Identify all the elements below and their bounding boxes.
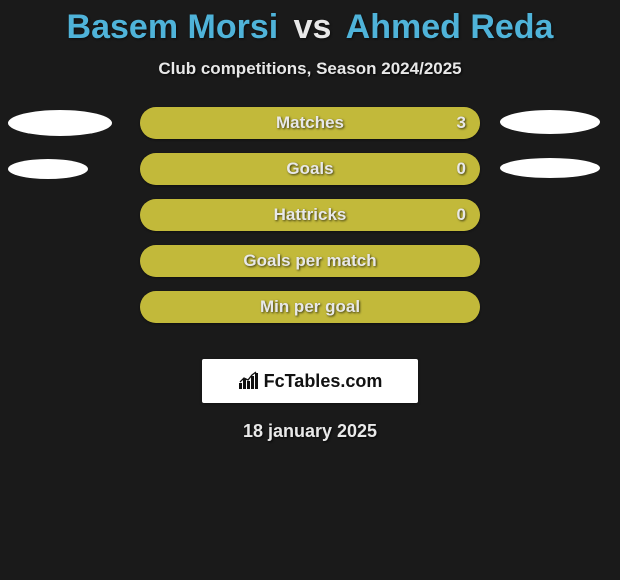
stat-bar: Matches3 <box>140 107 480 139</box>
stat-bar-label: Matches <box>140 113 480 133</box>
stat-bar: Goals per match <box>140 245 480 277</box>
stat-bar-label: Min per goal <box>140 297 480 317</box>
chart-icon <box>238 371 260 391</box>
stat-bar-label: Goals per match <box>140 251 480 271</box>
stat-bar-value: 0 <box>457 159 466 179</box>
right-ellipse <box>500 158 600 178</box>
stat-bar-label: Hattricks <box>140 205 480 225</box>
stat-row: Goals per match <box>0 245 620 291</box>
date-text: 18 january 2025 <box>0 421 620 442</box>
right-ellipse <box>500 110 600 134</box>
stat-row: Hattricks0 <box>0 199 620 245</box>
stat-bar-value: 3 <box>457 113 466 133</box>
stat-row: Matches3 <box>0 107 620 153</box>
brand-text: FcTables.com <box>264 371 383 392</box>
left-ellipse <box>8 110 112 136</box>
page-title: Basem Morsi vs Ahmed Reda <box>0 0 620 47</box>
stat-bar: Hattricks0 <box>140 199 480 231</box>
subtitle: Club competitions, Season 2024/2025 <box>0 59 620 79</box>
stat-bar: Min per goal <box>140 291 480 323</box>
stat-bar: Goals0 <box>140 153 480 185</box>
title-left: Basem Morsi <box>67 8 279 46</box>
title-right: Ahmed Reda <box>346 8 554 46</box>
title-vs: vs <box>294 8 332 46</box>
stat-row: Goals0 <box>0 153 620 199</box>
stat-row: Min per goal <box>0 291 620 337</box>
stat-rows: Matches3Goals0Hattricks0Goals per matchM… <box>0 107 620 337</box>
brand-box: FcTables.com <box>202 359 418 403</box>
stat-bar-label: Goals <box>140 159 480 179</box>
stat-bar-value: 0 <box>457 205 466 225</box>
left-ellipse <box>8 159 88 179</box>
